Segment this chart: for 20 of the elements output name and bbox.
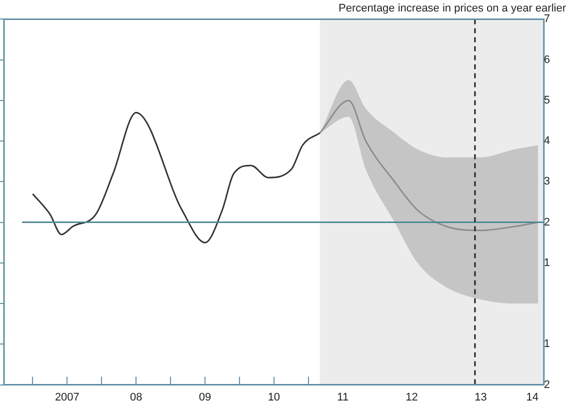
y-tick-label: 4 bbox=[544, 135, 550, 148]
x-tick-label: 13 bbox=[474, 391, 487, 404]
y-tick-label: 5 bbox=[544, 94, 550, 106]
y-tick-label: 1 bbox=[544, 338, 550, 350]
y-tick-label: 3 bbox=[544, 176, 550, 188]
x-tick-label: 08 bbox=[130, 391, 142, 404]
y-tick-label: 2 bbox=[544, 216, 550, 228]
y-tick-label: 7 bbox=[544, 13, 550, 26]
chart-title: Percentage increase in prices on a year earlier bbox=[338, 2, 566, 15]
x-tick-label: 12 bbox=[406, 391, 418, 404]
x-tick-label: 11 bbox=[337, 391, 349, 404]
x-tick-label: 14 bbox=[526, 391, 539, 404]
line-series bbox=[32, 112, 321, 244]
y-tick-label: 2 bbox=[544, 378, 550, 391]
x-tick-label: 09 bbox=[198, 391, 212, 404]
x-tick-label: 2007 bbox=[54, 391, 80, 404]
x-tick-label: 10 bbox=[268, 391, 280, 404]
y-tick-label: 1 bbox=[544, 256, 550, 269]
line-series bbox=[319, 100, 539, 232]
y-tick-label: 6 bbox=[544, 54, 550, 66]
